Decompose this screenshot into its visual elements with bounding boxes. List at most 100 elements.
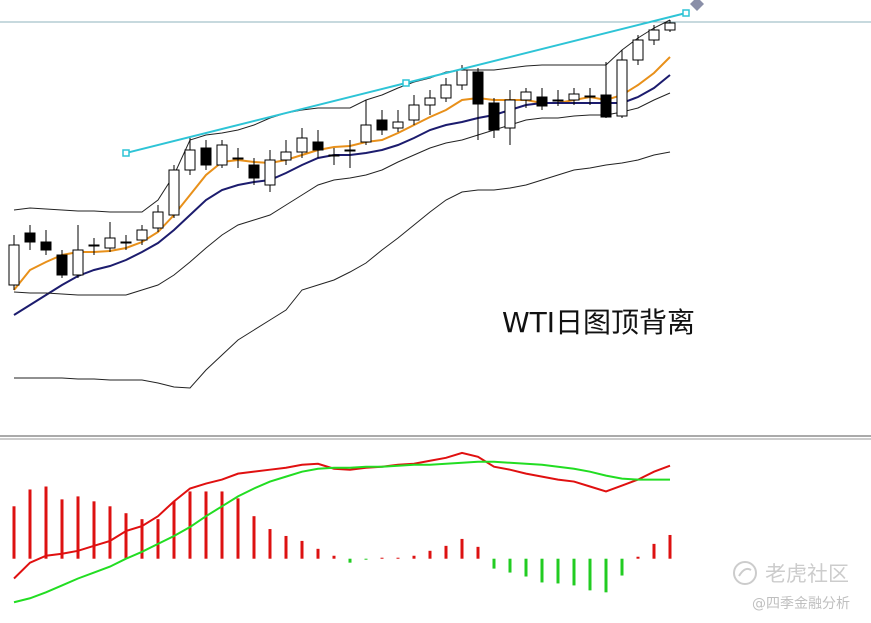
candle-body xyxy=(40,241,52,251)
macd-bar xyxy=(92,501,96,559)
macd-bar xyxy=(348,558,352,563)
macd-bar xyxy=(668,534,672,559)
macd-bar xyxy=(300,540,304,559)
candle-body xyxy=(648,29,660,41)
indicator-line xyxy=(13,92,671,296)
candle-body xyxy=(632,39,644,61)
scroll-marker xyxy=(690,0,704,11)
candle-body xyxy=(280,151,292,161)
candle-body xyxy=(408,104,420,121)
watermark-icon xyxy=(733,561,757,585)
candle-body xyxy=(344,149,356,152)
macd-bar xyxy=(236,498,240,559)
macd-bar xyxy=(476,546,480,559)
candle-body xyxy=(664,22,676,31)
macd-bar xyxy=(268,529,272,559)
macd-bar xyxy=(604,558,608,593)
candle-body xyxy=(216,144,228,166)
indicator-line xyxy=(13,74,671,316)
indicator-line xyxy=(13,460,670,604)
macd-bar xyxy=(380,557,384,559)
candle-body xyxy=(600,94,612,118)
candle-body xyxy=(392,121,404,129)
indicator-line xyxy=(13,56,671,291)
candle-body xyxy=(456,69,468,86)
annotation: WTI日图顶背离 xyxy=(502,306,695,339)
macd-bar xyxy=(156,519,160,559)
candle-body xyxy=(296,137,308,153)
watermark-icon xyxy=(738,567,752,577)
macd-bar xyxy=(588,558,592,591)
trend-handle xyxy=(682,9,690,17)
macd-bar xyxy=(220,491,224,559)
candle-body xyxy=(120,241,132,244)
candle-body xyxy=(264,159,276,186)
candle-body xyxy=(616,59,628,117)
indicator-line xyxy=(13,451,671,580)
macd-bar xyxy=(652,543,656,559)
macd-panel xyxy=(12,451,672,604)
macd-bar xyxy=(140,519,144,559)
macd-bar xyxy=(332,555,336,559)
candle-body xyxy=(184,149,196,171)
macd-bar xyxy=(284,535,288,559)
watermark-author: @四季金融分析 xyxy=(752,596,850,612)
macd-bar xyxy=(252,516,256,559)
candle-body xyxy=(376,119,388,131)
macd-bar xyxy=(636,556,640,559)
macd-bar xyxy=(28,489,32,559)
indicator-line xyxy=(14,151,671,389)
macd-bar xyxy=(364,558,368,560)
macd-bar xyxy=(204,491,208,559)
indicator-line xyxy=(13,19,671,213)
trend-handle xyxy=(402,79,410,87)
macd-bar xyxy=(540,558,544,583)
macd-bar xyxy=(412,555,416,559)
macd-bar xyxy=(508,558,512,573)
candle-body xyxy=(360,124,372,143)
candle-body xyxy=(24,232,36,243)
candle-body xyxy=(424,97,436,106)
candle-body xyxy=(584,95,596,98)
macd-bar xyxy=(492,558,496,569)
candle-body xyxy=(536,96,548,107)
macd-bar xyxy=(60,499,64,559)
macd-bar xyxy=(108,506,112,559)
macd-bar xyxy=(188,491,192,559)
candle-body xyxy=(200,147,212,166)
candle-body xyxy=(8,244,20,286)
candle-body xyxy=(104,237,116,249)
macd-bar xyxy=(444,545,448,559)
macd-bar xyxy=(76,496,80,559)
watermark-brand: 老虎社区 xyxy=(765,562,849,586)
macd-bar xyxy=(556,558,560,584)
macd-bar xyxy=(172,501,176,559)
macd-bar xyxy=(524,558,528,577)
candle-body xyxy=(520,91,532,101)
candle-body xyxy=(440,84,452,99)
macd-bar xyxy=(44,486,48,559)
candle-body xyxy=(488,102,500,131)
macd-bar xyxy=(316,548,320,559)
macd-bar xyxy=(124,513,128,559)
macd-bar xyxy=(396,557,400,559)
macd-bar xyxy=(572,558,576,586)
trend-handle xyxy=(122,149,130,157)
candle-body xyxy=(568,93,580,101)
macd-bar xyxy=(460,538,464,559)
watermark: 老虎社区 @四季金融分析 xyxy=(733,561,850,612)
candle-body xyxy=(552,99,564,102)
macd-bar xyxy=(12,506,16,559)
macd-bar xyxy=(620,558,624,576)
candle-body xyxy=(56,254,68,276)
candle-body xyxy=(504,99,516,129)
candle-body xyxy=(72,249,84,276)
candle-body xyxy=(232,157,244,160)
candle-body xyxy=(136,229,148,241)
candle-body xyxy=(328,154,340,157)
macd-bar xyxy=(428,550,432,559)
candle-body xyxy=(152,211,164,229)
candle-body xyxy=(248,164,260,179)
